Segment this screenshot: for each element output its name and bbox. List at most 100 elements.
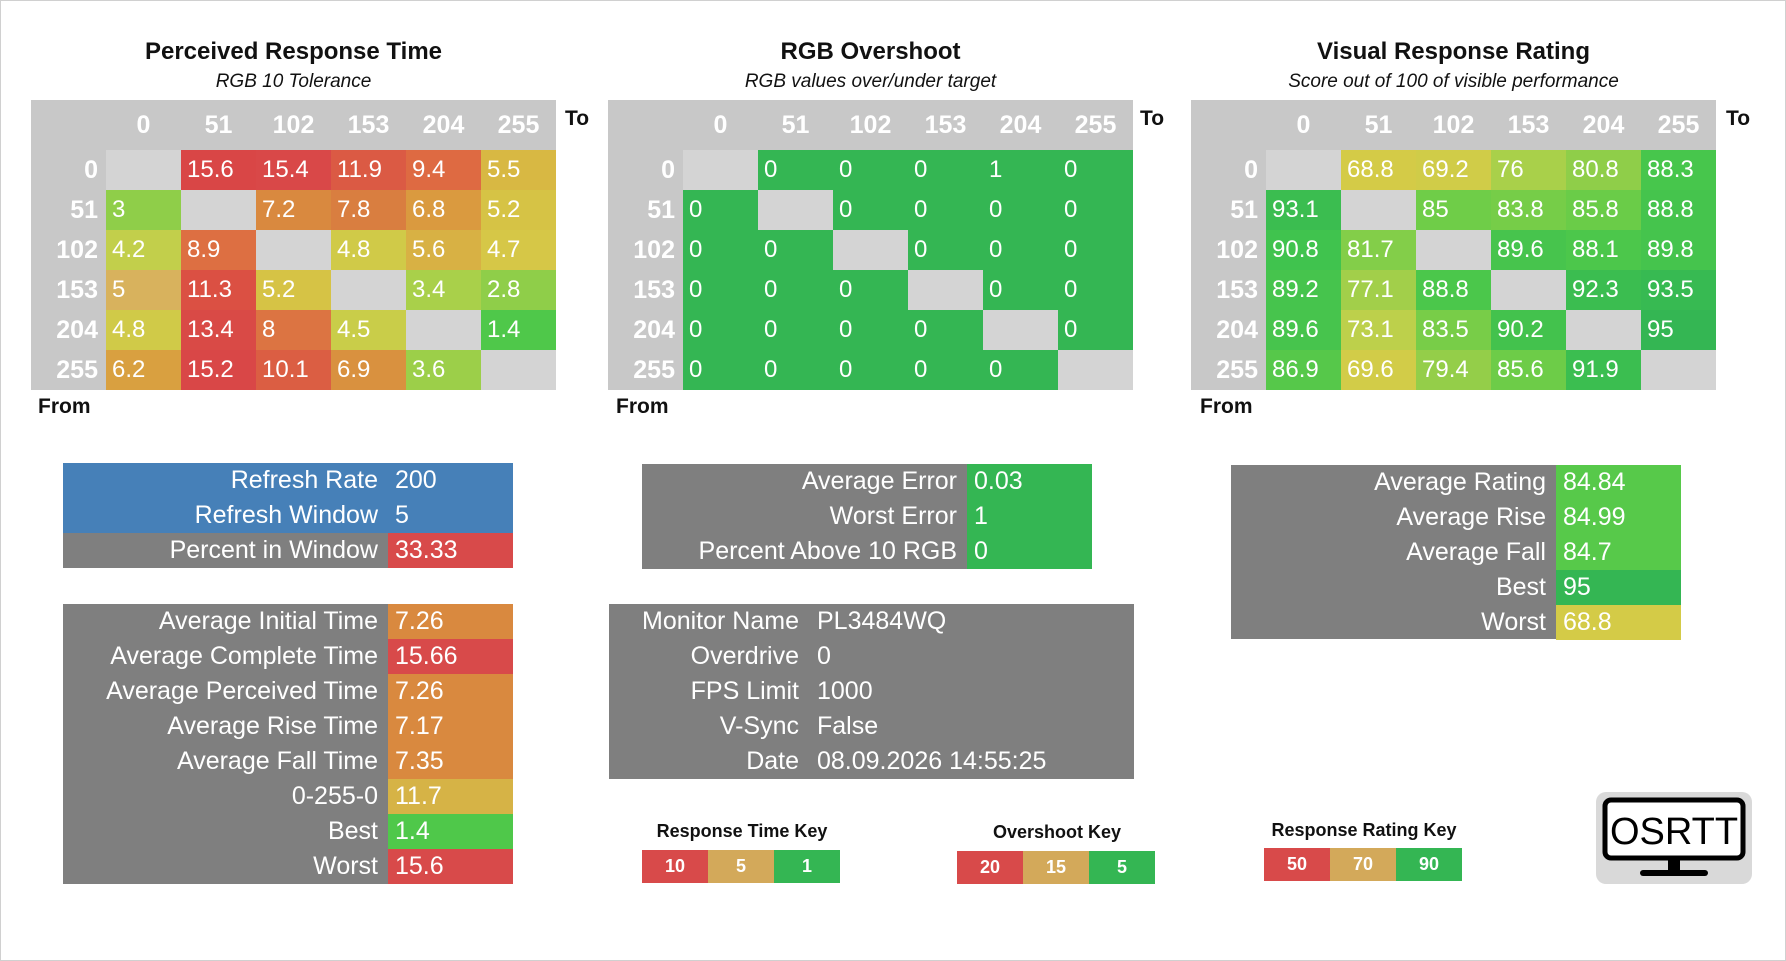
- key-title: Response Time Key: [656, 821, 828, 841]
- stat-label: Refresh Rate: [63, 463, 388, 498]
- stat-row: Monitor Name PL3484WQ: [609, 604, 1134, 639]
- heatmap-cell: 93.5: [1641, 270, 1716, 310]
- diagonal-cell: [908, 270, 983, 310]
- heatmap-cell: 0: [758, 350, 833, 390]
- key-swatch: 10: [642, 850, 708, 883]
- column-header: 51: [204, 110, 233, 139]
- stat-value: 11.7: [388, 779, 513, 814]
- row-header: 204: [633, 315, 675, 344]
- heatmap-cell: 4.8: [331, 230, 406, 270]
- heatmap-cell: 0: [908, 230, 983, 270]
- stat-label: Average Error: [801, 467, 957, 495]
- row-header: 255: [56, 355, 98, 384]
- heatmap-cell: 7.8: [331, 190, 406, 230]
- heatmap-cell: 88.8: [1641, 190, 1716, 230]
- heatmap-cell: 0: [833, 270, 908, 310]
- stat-value: 33.33: [388, 533, 513, 568]
- stat-value: 15.6: [388, 849, 513, 884]
- key-title: Overshoot Key: [992, 822, 1122, 842]
- heatmap-cell: 5.2: [256, 270, 331, 310]
- heatmap-cell: 7.2: [256, 190, 331, 230]
- heatmap-cell: 89.2: [1266, 270, 1341, 310]
- heatmap-cell: 1: [983, 150, 1058, 190]
- column-header: 0: [136, 110, 151, 139]
- stat-row: Average Complete Time 15.66: [63, 639, 513, 674]
- heatmap-cell: 83.8: [1491, 190, 1566, 230]
- stat-row: Average Fall Time 7.35: [63, 744, 513, 779]
- heatmap-cell: 0: [683, 230, 758, 270]
- response-time-heatmap: 0 51 102 153 204 255 0 15.6 15.4 11.9 9.4 5.5 51 3 7.2…: [31, 100, 556, 390]
- heatmap-cell: 0: [758, 230, 833, 270]
- diagonal-cell: [181, 190, 256, 230]
- stat-label: Average Fall: [1406, 538, 1546, 566]
- to-axis-label: To: [1726, 107, 1751, 130]
- diagonal-cell: [1566, 310, 1641, 350]
- stat-label: Monitor Name: [642, 607, 799, 635]
- from-axis-label: From: [1200, 395, 1253, 418]
- stat-value: 0.03: [967, 464, 1092, 499]
- heatmap-cell: 0: [983, 230, 1058, 270]
- stat-value: 7.35: [388, 744, 513, 779]
- stat-row: Average Rating 84.84: [1231, 465, 1681, 500]
- heatmap-cell: 0: [983, 190, 1058, 230]
- column-header: 204: [999, 110, 1042, 139]
- heatmap-cell: 0: [1058, 310, 1133, 350]
- diagonal-cell: [983, 310, 1058, 350]
- heatmap-cell: 0: [983, 270, 1058, 310]
- row-header: 0: [84, 155, 98, 184]
- heatmap-cell: 88.3: [1641, 150, 1716, 190]
- column-header: 153: [347, 110, 390, 139]
- heatmap-title: Visual Response Rating: [1317, 38, 1590, 65]
- column-header: 51: [781, 110, 810, 139]
- key-swatch: 90: [1396, 848, 1462, 881]
- heatmap-title: Perceived Response Time: [144, 38, 443, 65]
- diagonal-cell: [331, 270, 406, 310]
- heatmap-cell: 69.2: [1416, 150, 1491, 190]
- stat-value: 0: [817, 642, 831, 670]
- heatmap-cell: 0: [908, 190, 983, 230]
- heatmap-subtitle: RGB values over/under target: [744, 71, 997, 92]
- heatmap-cell: 0: [758, 270, 833, 310]
- heatmap-cell: 11.3: [181, 270, 256, 310]
- heatmap-cell: 83.5: [1416, 310, 1491, 350]
- heatmap-cell: 77.1: [1341, 270, 1416, 310]
- stat-row: Average Error 0.03: [642, 464, 1092, 499]
- heatmap-cell: 0: [1058, 150, 1133, 190]
- stat-label: Overdrive: [690, 642, 799, 670]
- heatmap-subtitle: Score out of 100 of visible performance: [1288, 71, 1619, 92]
- column-header: 51: [1364, 110, 1393, 139]
- heatmap-cell: 0: [683, 350, 758, 390]
- heatmap-cell: 88.8: [1416, 270, 1491, 310]
- key-swatch: 5: [708, 850, 774, 883]
- key-title: Response Rating Key: [1271, 820, 1457, 840]
- heatmap-cell: 4.2: [106, 230, 181, 270]
- heatmap-cell: 1.4: [481, 310, 556, 350]
- stat-value: 7.26: [388, 604, 513, 639]
- heatmap-cell: 3: [106, 190, 181, 230]
- stat-value: 0: [967, 534, 1092, 569]
- row-header: 51: [1230, 195, 1258, 224]
- heatmap-subtitle: RGB 10 Tolerance: [215, 71, 372, 92]
- stat-label: Average Complete Time: [110, 642, 378, 670]
- heatmap-cell: 4.5: [331, 310, 406, 350]
- stat-value: 1000: [817, 677, 873, 705]
- stat-row: Average Rise 84.99: [1231, 500, 1681, 535]
- diagonal-cell: [406, 310, 481, 350]
- row-header: 102: [633, 235, 675, 264]
- heatmap-cell: 5.2: [481, 190, 556, 230]
- stat-label: Worst: [313, 852, 378, 880]
- stat-label: Percent in Window: [63, 533, 388, 568]
- heatmap-cell: 81.7: [1341, 230, 1416, 270]
- heatmap-cell: 86.9: [1266, 350, 1341, 390]
- column-header: 153: [1507, 110, 1550, 139]
- row-header: 153: [1216, 275, 1258, 304]
- stat-value: 7.26: [388, 674, 513, 709]
- overshoot-heatmap: 0 51 102 153 204 255 0 0 0 0 1 0 51 0 0 0 0 0 102 0 0 0 0 0 153 0…: [608, 100, 1133, 390]
- diagonal-cell: [1341, 190, 1416, 230]
- heatmap-cell: 92.3: [1566, 270, 1641, 310]
- response-times-box: Average Initial Time 7.26 Average Complete…: [63, 604, 513, 884]
- overshoot-key: 20 15 5: [957, 851, 1155, 884]
- row-header: 51: [647, 195, 675, 224]
- from-axis-label: From: [38, 395, 91, 418]
- stat-value: 1: [967, 499, 1092, 534]
